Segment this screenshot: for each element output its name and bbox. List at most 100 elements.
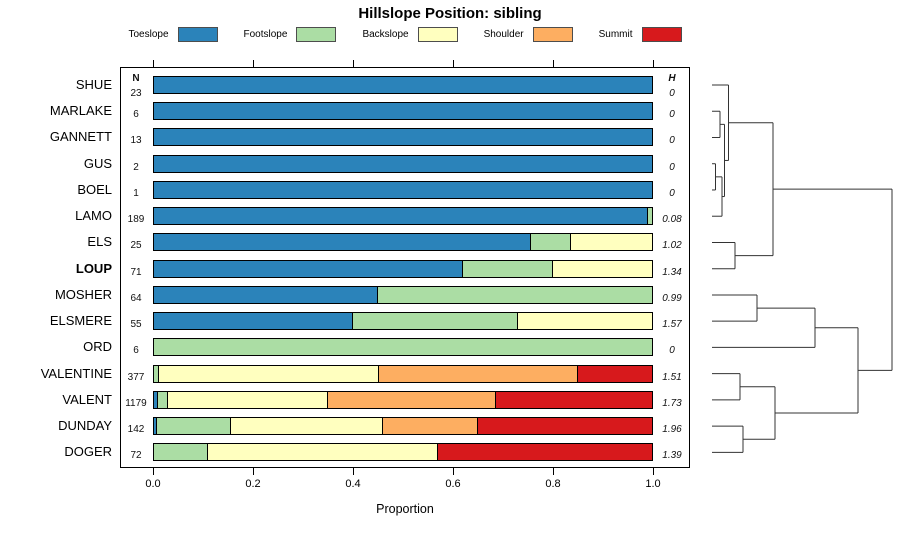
- row-label: DOGER: [64, 444, 112, 460]
- row-label: ELSMERE: [49, 313, 112, 329]
- bar-segment-footslope: [352, 312, 518, 331]
- row-label: LOUP: [75, 260, 112, 276]
- bar-segment-backslope: [570, 233, 653, 252]
- row-label: VALENT: [62, 391, 112, 407]
- stacked-bar: [153, 390, 653, 409]
- n-value: 25: [130, 240, 142, 252]
- n-value: 6: [133, 109, 139, 121]
- bar-segment-backslope: [167, 390, 328, 409]
- row-label: GANNETT: [49, 129, 112, 145]
- bar-segment-footslope: [153, 338, 653, 357]
- n-value: 2: [133, 161, 139, 173]
- legend-swatch: [296, 27, 337, 42]
- x-axis-tick-label: 0.0: [145, 478, 161, 490]
- h-value: 1.34: [662, 266, 682, 278]
- stacked-bar: [153, 154, 653, 173]
- h-value: 1.96: [662, 424, 682, 436]
- bar-segment-shoulder: [327, 390, 496, 409]
- n-value: 71: [130, 266, 142, 278]
- stacked-bar: [153, 285, 653, 304]
- h-value: 0.08: [662, 214, 682, 226]
- stacked-bar: [153, 364, 653, 383]
- bar-segment-toeslope: [153, 233, 531, 252]
- x-axis-tick: [552, 468, 554, 475]
- chart-title: Hillslope Position: sibling: [358, 5, 542, 22]
- x-axis-tick-top: [152, 60, 154, 67]
- row-label: DUNDAY: [58, 418, 112, 434]
- x-axis-tick-top: [552, 60, 554, 67]
- bar-segment-footslope: [647, 207, 653, 226]
- h-value: 0: [669, 88, 675, 99]
- row-label: BOEL: [77, 181, 112, 197]
- n-value: 1: [133, 187, 139, 199]
- x-axis-tick: [352, 468, 354, 475]
- stacked-bar: [153, 233, 653, 252]
- bar-segment-footslope: [462, 259, 553, 278]
- n-value: 142: [127, 424, 145, 436]
- x-axis-tick: [152, 468, 154, 475]
- stacked-bar: [153, 417, 653, 436]
- row-label: ORD: [83, 339, 112, 355]
- h-value: 1.02: [662, 240, 682, 252]
- h-value: 1.73: [662, 397, 682, 409]
- bar-segment-toeslope: [153, 312, 353, 331]
- legend-swatch: [417, 27, 458, 42]
- x-axis-tick-top: [352, 60, 354, 67]
- legend: Toeslope Footslope Backslope Shoulder Summit: [120, 27, 690, 42]
- legend-label: Shoulder: [483, 29, 524, 40]
- legend-item-shoulder: Shoulder: [484, 27, 573, 42]
- legend-label: Footslope: [243, 29, 288, 40]
- legend-label: Backslope: [362, 29, 409, 40]
- bar-segment-backslope: [230, 417, 383, 436]
- bar-segment-toeslope: [153, 128, 653, 147]
- bar-segment-toeslope: [153, 154, 653, 173]
- row-label: VALENTINE: [40, 365, 112, 381]
- h-value: 1.51: [662, 371, 682, 383]
- row-label: GUS: [83, 155, 112, 171]
- h-value: 0.99: [662, 292, 682, 304]
- x-axis-tick: [252, 468, 254, 475]
- bar-segment-backslope: [517, 312, 653, 331]
- legend-swatch: [532, 27, 573, 42]
- bar-segment-toeslope: [153, 102, 653, 121]
- stacked-bar: [153, 128, 653, 147]
- stacked-bar: [153, 443, 653, 462]
- bar-segment-shoulder: [378, 364, 578, 383]
- row-label: ELS: [87, 234, 112, 250]
- stacked-bar: [153, 312, 653, 331]
- bar-segment-backslope: [207, 443, 438, 462]
- row-label: SHUE: [75, 77, 112, 92]
- bar-segment-toeslope: [153, 180, 653, 199]
- bar-segment-summit: [495, 390, 653, 409]
- bar-segment-toeslope: [153, 76, 653, 94]
- h-value: 0: [669, 109, 675, 121]
- n-column-header: N: [132, 73, 140, 84]
- h-value: 0: [669, 161, 675, 173]
- bar-segment-shoulder: [382, 417, 478, 436]
- stacked-bar: [153, 76, 653, 94]
- n-value: 72: [130, 450, 142, 462]
- plot-area: [120, 67, 690, 468]
- n-value: 23: [130, 88, 142, 99]
- bar-segment-toeslope: [153, 285, 378, 304]
- n-value: 55: [130, 319, 142, 331]
- n-value: 13: [130, 135, 142, 147]
- x-axis-tick-label: 0.2: [245, 478, 261, 490]
- x-axis-tick-label: 0.6: [445, 478, 461, 490]
- row-label: MARLAKE: [49, 103, 112, 119]
- h-value: 1.39: [662, 450, 682, 462]
- x-axis-tick-label: 0.8: [545, 478, 561, 490]
- x-axis-tick-top: [652, 60, 654, 67]
- legend-item-footslope: Footslope: [244, 27, 337, 42]
- x-axis-title: Proportion: [376, 502, 434, 516]
- bar-segment-backslope: [158, 364, 379, 383]
- h-value: 0: [669, 345, 675, 357]
- legend-item-toeslope: Toeslope: [128, 27, 218, 42]
- x-axis-tick-top: [452, 60, 454, 67]
- n-value: 64: [130, 292, 142, 304]
- legend-item-backslope: Backslope: [362, 27, 458, 42]
- n-value: 6: [133, 345, 139, 357]
- row-label: MOSHER: [54, 286, 112, 302]
- legend-label: Summit: [598, 29, 633, 40]
- stacked-bar: [153, 102, 653, 121]
